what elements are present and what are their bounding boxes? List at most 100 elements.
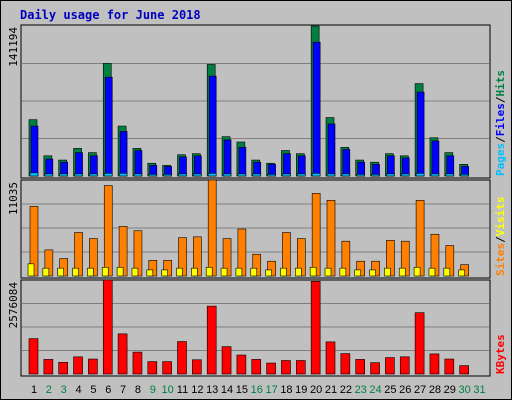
- bar-files-day-4: [75, 152, 83, 177]
- bar-kbytes-day-10: [162, 361, 172, 375]
- bar-sites-day-8: [131, 267, 139, 277]
- bar-pages-day-11: [178, 173, 187, 177]
- bar-sites-day-29: [443, 267, 451, 277]
- bar-pages-day-8: [133, 173, 143, 177]
- bar-kbytes-day-27: [414, 312, 425, 375]
- bar-sites-day-2: [42, 267, 50, 277]
- bar-sites-day-20: [309, 267, 317, 277]
- panel-hits-max-label: 141194: [7, 27, 20, 67]
- panel-visits: 11035 Sites/Visits: [7, 179, 507, 279]
- bar-pages-day-6: [103, 173, 113, 177]
- x-tick-label: 12: [191, 384, 203, 396]
- x-tick-label: 29: [444, 384, 456, 396]
- legend-entry: /: [494, 136, 507, 143]
- bar-pages-day-28: [430, 173, 440, 177]
- legend-entry: Files: [494, 103, 507, 136]
- bar-kbytes-day-14: [221, 346, 232, 375]
- x-tick-label: 14: [221, 384, 233, 396]
- bar-files-day-19: [297, 155, 306, 177]
- bar-sites-day-5: [87, 267, 94, 277]
- bar-kbytes-day-20: [310, 281, 321, 375]
- bar-kbytes-day-23: [355, 359, 366, 375]
- x-tick-label: 27: [414, 384, 426, 396]
- bar-visits-day-27: [415, 200, 425, 277]
- bar-sites-day-18: [280, 267, 287, 277]
- bar-kbytes-day-15: [236, 354, 247, 375]
- bar-files-day-23: [357, 161, 366, 177]
- bar-files-day-11: [179, 156, 187, 177]
- bar-visits-day-13: [207, 179, 217, 277]
- bar-files-day-7: [119, 131, 128, 177]
- bar-pages-day-24: [371, 174, 380, 177]
- bar-pages-day-2: [44, 173, 54, 177]
- bar-pages-day-25: [386, 173, 395, 177]
- x-tick-label: 15: [236, 384, 248, 396]
- x-tick-label: 6: [105, 384, 111, 396]
- bar-files-day-13: [208, 75, 217, 177]
- bar-files-day-2: [45, 158, 54, 177]
- legend-entry: Hits: [494, 70, 507, 97]
- bar-files-day-27: [416, 91, 425, 177]
- x-tick-label: 2: [46, 384, 52, 396]
- bar-sites-day-6: [101, 267, 109, 277]
- x-tick-label: 31: [473, 384, 485, 396]
- bar-sites-day-27: [413, 267, 421, 277]
- bar-sites-day-17: [265, 269, 272, 277]
- chart-title: Daily usage for June 2018: [20, 8, 201, 22]
- x-tick-label: 8: [135, 384, 141, 396]
- bar-files-day-14: [223, 139, 232, 177]
- bar-sites-day-21: [324, 267, 332, 277]
- bar-sites-day-12: [191, 267, 198, 277]
- x-axis-tick-labels: 1 2 3 4 5 6 7 8 9 10 11 12 13 14 15 16 17 18 19 20 21 22 23 24 2…: [31, 384, 486, 396]
- bar-kbytes-day-1: [28, 338, 39, 375]
- bar-pages-day-7: [118, 173, 128, 177]
- bar-pages-day-19: [296, 173, 306, 177]
- bar-kbytes-day-5: [88, 358, 98, 375]
- bar-kbytes-day-6: [102, 279, 113, 375]
- bar-sites-day-23: [354, 269, 362, 277]
- bar-sites-day-30: [458, 269, 465, 277]
- legend-entry: Sites: [494, 243, 507, 276]
- bar-pages-day-3: [59, 173, 69, 177]
- bar-pages-day-4: [74, 173, 83, 177]
- bar-kbytes-day-9: [147, 361, 158, 375]
- bar-pages-day-14: [222, 173, 232, 177]
- bar-pages-day-10: [163, 174, 172, 177]
- bar-pages-day-5: [89, 173, 98, 177]
- bar-sites-day-13: [205, 267, 213, 277]
- bar-pages-day-30: [460, 174, 469, 177]
- bar-kbytes-day-22: [340, 353, 351, 375]
- panel-kbytes-legend: KBytes: [494, 334, 507, 374]
- x-tick-label: 26: [399, 384, 411, 396]
- bar-kbytes-day-8: [132, 351, 143, 375]
- x-tick-label: 16: [251, 384, 263, 396]
- bar-files-day-5: [90, 155, 98, 177]
- bar-sites-day-11: [176, 267, 183, 277]
- bar-files-day-29: [446, 155, 455, 177]
- bar-files-day-21: [327, 123, 336, 177]
- x-tick-label: 7: [120, 384, 126, 396]
- bar-sites-day-28: [428, 267, 436, 277]
- bar-sites-day-16: [250, 267, 258, 277]
- bar-files-day-18: [283, 153, 291, 177]
- x-tick-label: 3: [61, 384, 67, 396]
- bar-kbytes-day-17: [266, 362, 276, 375]
- bar-pages-day-12: [193, 173, 202, 177]
- bar-pages-day-22: [341, 173, 351, 177]
- bar-files-day-26: [401, 157, 410, 177]
- x-tick-label: 21: [325, 384, 337, 396]
- bar-kbytes-day-24: [370, 362, 380, 375]
- bar-kbytes-day-30: [459, 365, 469, 375]
- bar-kbytes-day-25: [385, 357, 395, 375]
- panel-hits-legend: Pages/Files/Hits: [494, 70, 507, 176]
- bar-sites-day-15: [235, 267, 243, 277]
- panel-kbytes: 2576084 KBytes: [7, 279, 507, 377]
- legend-entry: /: [494, 236, 507, 243]
- bar-kbytes-day-2: [43, 359, 54, 375]
- x-tick-label: 19: [295, 384, 307, 396]
- bar-pages-day-18: [282, 173, 291, 177]
- bar-pages-day-20: [311, 173, 321, 177]
- x-tick-label: 30: [459, 384, 471, 396]
- bar-visits-day-21: [326, 200, 336, 277]
- bar-sites-day-14: [220, 267, 228, 277]
